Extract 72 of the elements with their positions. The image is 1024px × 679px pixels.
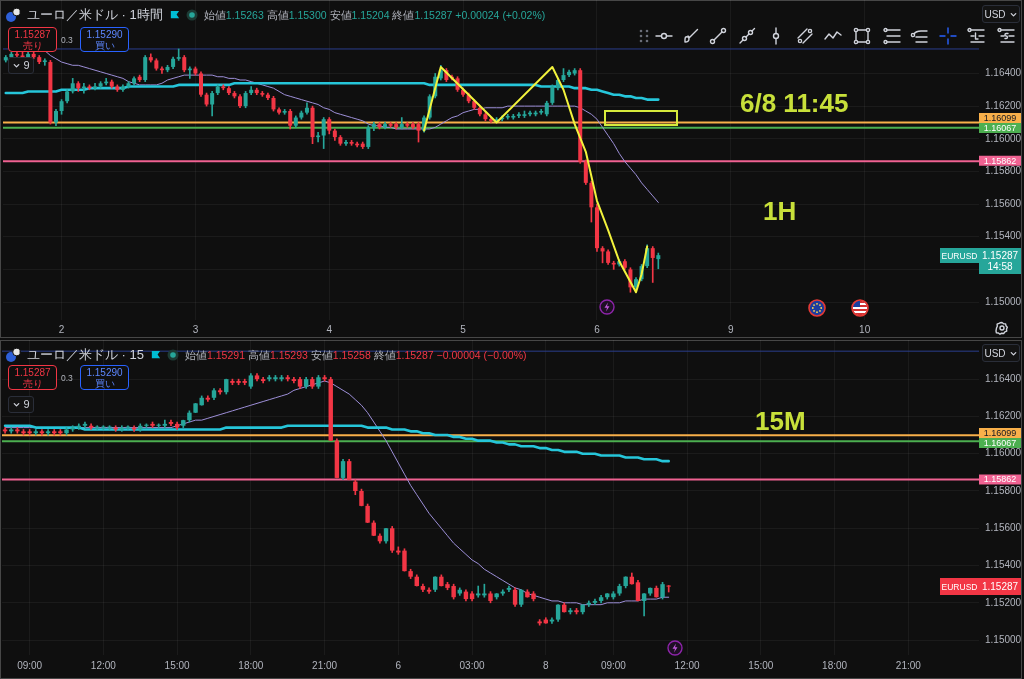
buy-button: 1.15290 買い: [80, 365, 129, 390]
y-tick-label: 1.15600: [985, 197, 1022, 209]
ref-line-label: 1.16067: [983, 437, 1017, 448]
ref-line-label: 1.16067: [983, 123, 1017, 134]
y-tick-label: 1.15400: [985, 230, 1022, 242]
annotation: 1H: [763, 196, 797, 226]
annotation: 1.15287: [395, 349, 434, 361]
y-tick-label: 1.15800: [985, 484, 1022, 496]
x-tick-label: 3: [192, 323, 199, 335]
y-tick-label: 1.15000: [985, 633, 1022, 645]
annotation: 9: [23, 59, 30, 71]
x-tick-label: 18:00: [238, 659, 264, 671]
annotation: 1.15290: [86, 28, 123, 40]
buy-button: 1.15290 買い: [80, 27, 129, 52]
y-tick-label: 1.15200: [985, 596, 1022, 608]
currency-dropdown: USD: [982, 5, 1020, 23]
ref-line-label: 1.16099: [983, 113, 1017, 124]
annotation: 売り: [22, 39, 43, 51]
y-tick-label: 1.15000: [985, 295, 1022, 307]
x-tick-label: 2: [58, 323, 65, 335]
y-tick-label: 1.16000: [985, 447, 1022, 459]
sell-button: 1.15287 売り: [8, 365, 57, 390]
annotation: 買い: [94, 377, 115, 389]
symbol-tag: EURUSD: [940, 578, 979, 595]
x-tick-label: 09:00: [17, 659, 43, 671]
annotation: 6/8 11:45: [740, 88, 849, 118]
annotation: 15M: [755, 406, 806, 436]
text: ユーロ／米ドル · 1時間: [27, 7, 163, 23]
y-tick-label: 1.16000: [985, 132, 1022, 144]
ref-line-label: 1.15862: [983, 474, 1017, 485]
annotation: 1.15287: [14, 366, 51, 378]
currency-dropdown: USD: [982, 344, 1020, 362]
text: ユーロ／米ドル · 15: [27, 347, 145, 363]
annotation: 0.3: [61, 35, 73, 45]
x-tick-label: 5: [460, 323, 467, 335]
x-tick-label: 4: [326, 323, 333, 335]
annotation: 1.15287: [14, 28, 51, 40]
annotation: 1.15290: [86, 366, 123, 378]
annotation: 9: [23, 398, 30, 410]
annotation: 0.3: [61, 373, 73, 383]
x-tick-label: 21:00: [895, 659, 922, 671]
sell-button: 1.15287 売り: [8, 27, 57, 52]
x-tick-label: 09:00: [600, 659, 627, 671]
x-tick-label: 8: [543, 659, 550, 671]
ref-line-label: 1.16099: [983, 427, 1017, 438]
x-tick-label: 6: [395, 659, 402, 671]
annotation: 1.15287: [414, 9, 453, 21]
price-tag: 1.15287: [979, 578, 1021, 595]
toggle-button: 9: [8, 396, 34, 413]
y-tick-label: 1.15600: [985, 522, 1022, 533]
y-tick-label: 1.15800: [985, 165, 1022, 177]
x-tick-label: 15:00: [748, 659, 774, 671]
annotation: 売り: [22, 377, 43, 389]
y-tick-label: 1.16400: [985, 67, 1022, 79]
annotation: 買い: [94, 39, 115, 51]
x-tick-label: 6: [594, 323, 601, 335]
price-tag: 1.15287 14:58: [979, 248, 1021, 274]
x-tick-label: 03:00: [459, 659, 486, 671]
symbol-tag: EURUSD: [940, 248, 979, 263]
ref-line-label: 1.15862: [983, 155, 1017, 166]
toggle-button: 9: [8, 57, 34, 74]
y-tick-label: 1.16200: [985, 410, 1022, 422]
x-tick-label: 18:00: [822, 659, 848, 671]
y-tick-label: 1.16400: [985, 372, 1022, 384]
x-tick-label: 9: [728, 323, 735, 335]
y-tick-label: 1.16200: [985, 99, 1022, 111]
x-tick-label: 15:00: [164, 659, 191, 671]
x-tick-label: 10: [859, 323, 871, 335]
x-tick-label: 21:00: [312, 659, 338, 671]
x-tick-label: 12:00: [90, 659, 117, 671]
x-tick-label: 12:00: [674, 659, 701, 671]
y-tick-label: 1.15400: [985, 559, 1022, 571]
